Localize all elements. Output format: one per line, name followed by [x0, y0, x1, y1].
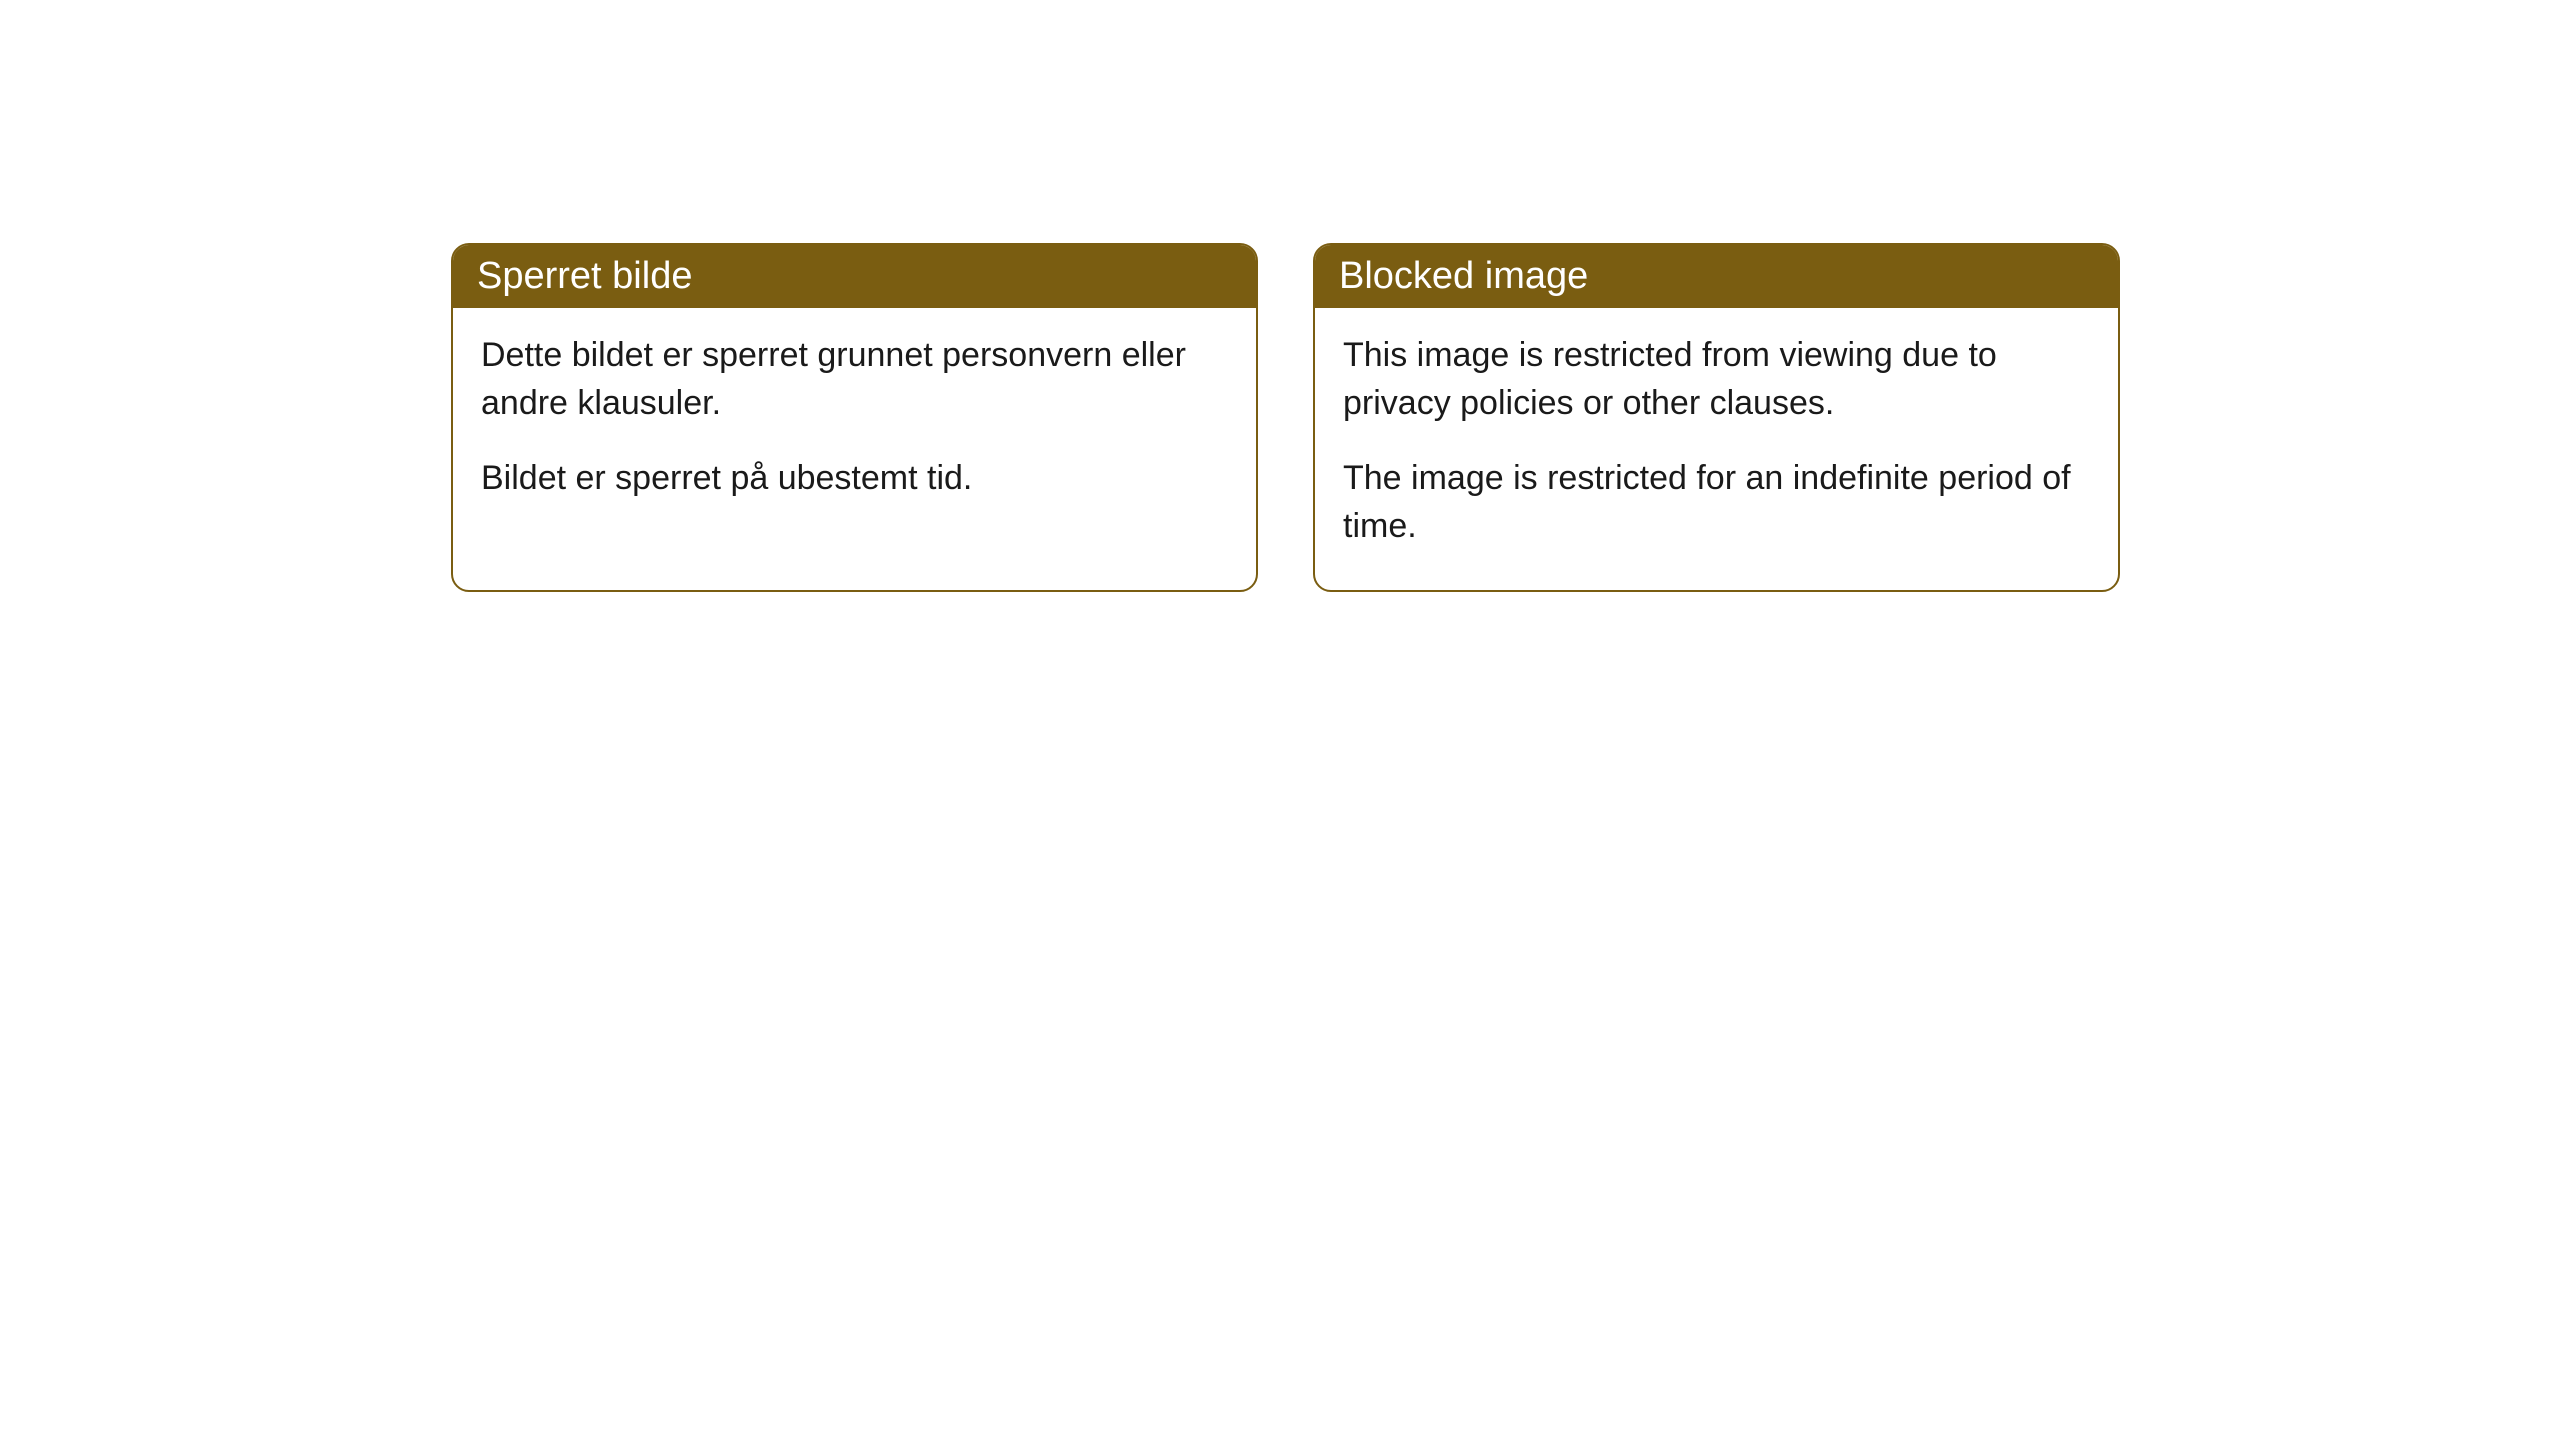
card-header: Blocked image — [1315, 245, 2118, 308]
notice-card-english: Blocked image This image is restricted f… — [1313, 243, 2120, 592]
notice-card-norwegian: Sperret bilde Dette bildet er sperret gr… — [451, 243, 1258, 592]
notice-container: Sperret bilde Dette bildet er sperret gr… — [0, 0, 2560, 592]
card-title: Sperret bilde — [477, 255, 692, 297]
card-paragraph: Bildet er sperret på ubestemt tid. — [481, 455, 1228, 503]
card-header: Sperret bilde — [453, 245, 1256, 308]
card-paragraph: Dette bildet er sperret grunnet personve… — [481, 332, 1228, 427]
card-body: Dette bildet er sperret grunnet personve… — [453, 308, 1256, 543]
card-paragraph: This image is restricted from viewing du… — [1343, 332, 2090, 427]
card-paragraph: The image is restricted for an indefinit… — [1343, 455, 2090, 550]
card-body: This image is restricted from viewing du… — [1315, 308, 2118, 590]
card-title: Blocked image — [1339, 255, 1588, 297]
